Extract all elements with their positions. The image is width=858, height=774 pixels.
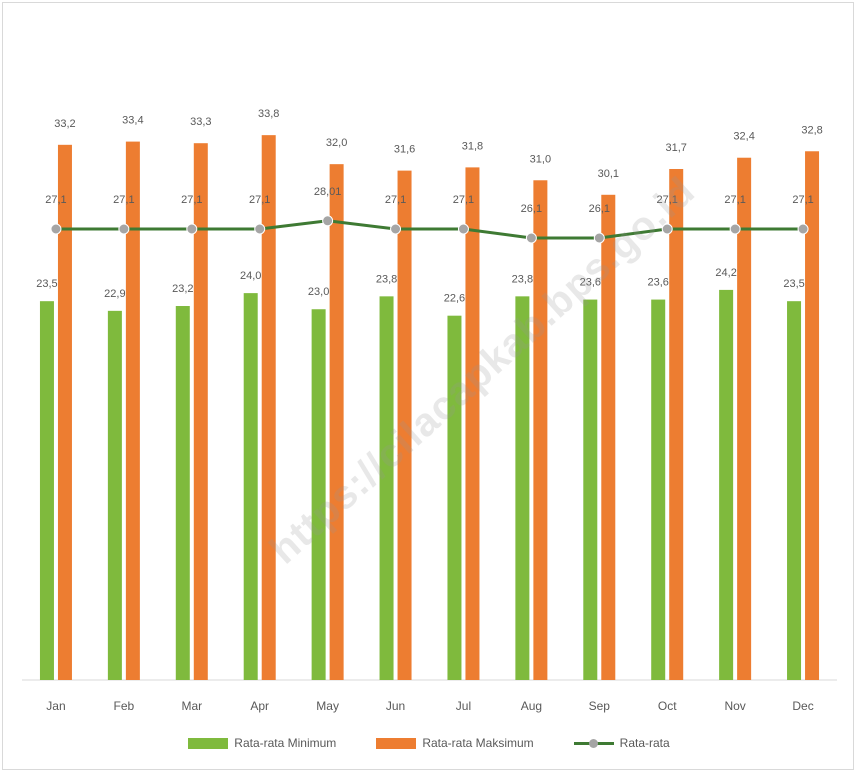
bar-maximum-aug [533, 180, 547, 680]
label-maximum-jul: 31,8 [462, 140, 483, 152]
label-average-mar: 27,1 [181, 194, 202, 206]
bar-minimum-jan [40, 301, 54, 680]
legend-item-maximum: Rata-rata Maksimum [376, 736, 533, 750]
label-average-aug: 26,1 [521, 203, 542, 215]
legend-swatch-minimum [188, 738, 228, 749]
point-average-apr [255, 224, 265, 234]
point-average-oct [662, 224, 672, 234]
bar-maximum-oct [669, 169, 683, 680]
label-average-jul: 27,1 [453, 194, 474, 206]
label-maximum-dec: 32,8 [801, 124, 822, 136]
point-average-jan [51, 224, 61, 234]
label-maximum-mar: 33,3 [190, 116, 211, 128]
tick-label-jan: Jan [46, 699, 65, 713]
label-maximum-aug: 31,0 [530, 153, 551, 165]
bar-maximum-jul [465, 167, 479, 680]
tick-label-nov: Nov [724, 699, 745, 713]
bar-minimum-nov [719, 290, 733, 680]
tick-label-jul: Jul [456, 699, 471, 713]
label-minimum-dec: 23,5 [783, 278, 804, 290]
point-average-dec [798, 224, 808, 234]
label-average-jun: 27,1 [385, 194, 406, 206]
label-maximum-nov: 32,4 [733, 131, 754, 143]
label-minimum-may: 23,0 [308, 286, 329, 298]
label-minimum-aug: 23,8 [512, 273, 533, 285]
bar-minimum-mar [176, 306, 190, 680]
point-average-jun [391, 224, 401, 234]
label-average-nov: 27,1 [724, 194, 745, 206]
bar-minimum-oct [651, 300, 665, 680]
label-minimum-mar: 23,2 [172, 283, 193, 295]
bar-maximum-apr [262, 135, 276, 680]
legend-swatch-average [574, 738, 614, 749]
tick-label-oct: Oct [658, 699, 677, 713]
tick-label-may: May [316, 699, 339, 713]
label-average-may: 28,01 [314, 186, 342, 198]
bar-maximum-jun [398, 171, 412, 680]
label-minimum-apr: 24,0 [240, 270, 261, 282]
label-maximum-feb: 33,4 [122, 115, 143, 127]
point-average-sep [594, 233, 604, 243]
bar-minimum-jul [447, 316, 461, 680]
bar-maximum-sep [601, 195, 615, 680]
point-average-mar [187, 224, 197, 234]
label-minimum-feb: 22,9 [104, 288, 125, 300]
legend-label-minimum: Rata-rata Minimum [234, 736, 336, 750]
label-minimum-jan: 23,5 [36, 278, 57, 290]
label-minimum-sep: 23,6 [580, 277, 601, 289]
bar-minimum-jun [380, 296, 394, 680]
bar-minimum-feb [108, 311, 122, 680]
point-average-feb [119, 224, 129, 234]
tick-label-feb: Feb [114, 699, 135, 713]
legend-label-average: Rata-rata [620, 736, 670, 750]
tick-label-dec: Dec [792, 699, 813, 713]
label-maximum-oct: 31,7 [665, 142, 686, 154]
bar-maximum-jan [58, 145, 72, 680]
bar-minimum-may [312, 309, 326, 680]
legend-label-maximum: Rata-rata Maksimum [422, 736, 533, 750]
bar-maximum-nov [737, 158, 751, 680]
label-average-feb: 27,1 [113, 194, 134, 206]
label-maximum-jan: 33,2 [54, 118, 75, 130]
legend-item-average: Rata-rata [574, 736, 670, 750]
bar-minimum-dec [787, 301, 801, 680]
label-minimum-oct: 23,6 [647, 277, 668, 289]
point-average-aug [526, 233, 536, 243]
label-maximum-jun: 31,6 [394, 144, 415, 156]
label-average-sep: 26,1 [589, 203, 610, 215]
label-average-jan: 27,1 [45, 194, 66, 206]
line-average [56, 221, 803, 238]
label-average-oct: 27,1 [656, 194, 677, 206]
tick-label-jun: Jun [386, 699, 405, 713]
label-minimum-jul: 22,6 [444, 293, 465, 305]
point-average-jul [458, 224, 468, 234]
legend: Rata-rata Minimum Rata-rata Maksimum Rat… [0, 736, 858, 750]
legend-swatch-maximum [376, 738, 416, 749]
bar-minimum-aug [515, 296, 529, 680]
point-average-nov [730, 224, 740, 234]
legend-item-minimum: Rata-rata Minimum [188, 736, 336, 750]
tick-label-aug: Aug [521, 699, 542, 713]
label-minimum-nov: 24,2 [715, 267, 736, 279]
tick-label-sep: Sep [589, 699, 611, 713]
tick-label-mar: Mar [181, 699, 202, 713]
label-average-dec: 27,1 [792, 194, 813, 206]
label-minimum-jun: 23,8 [376, 273, 397, 285]
bar-minimum-sep [583, 300, 597, 680]
bar-maximum-may [330, 164, 344, 680]
bar-minimum-apr [244, 293, 258, 680]
bar-maximum-feb [126, 142, 140, 680]
label-maximum-sep: 30,1 [598, 168, 619, 180]
label-maximum-may: 32,0 [326, 137, 347, 149]
label-average-apr: 27,1 [249, 194, 270, 206]
label-maximum-apr: 33,8 [258, 108, 279, 120]
tick-label-apr: Apr [250, 699, 269, 713]
point-average-may [323, 216, 333, 226]
bar-maximum-mar [194, 143, 208, 680]
